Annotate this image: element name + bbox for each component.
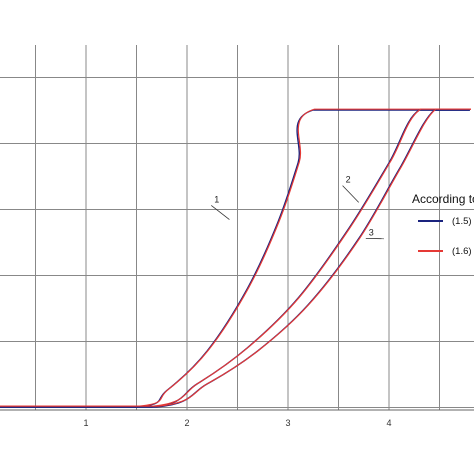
curve-label-1: 1: [214, 194, 219, 204]
legend-entry-1-5: (1.5): [452, 216, 472, 227]
series-layer: [0, 108, 471, 408]
series-1-formula-1-6: [0, 108, 471, 407]
curve-label-leader-2: [342, 185, 359, 203]
x-tick-label: 4: [386, 418, 391, 428]
x-tick-label: 3: [285, 418, 290, 428]
x-tick-label: 2: [184, 418, 189, 428]
curve-label-3: 3: [369, 227, 374, 237]
series-3-formula-1-6: [0, 108, 471, 407]
x-tick-labels: 1 2 3 4: [83, 418, 391, 428]
curve-label-2: 2: [346, 175, 351, 185]
legend-entry-1-6: (1.6): [452, 246, 472, 257]
curve-label-leader-1: [211, 205, 230, 220]
x-tick-label: 1: [83, 418, 88, 428]
series-2-formula-1-6: [0, 108, 471, 407]
series-2-formula-1-5: [0, 109, 470, 408]
curve-labels-layer: 1 2 3: [211, 175, 384, 240]
legend-title: According to: [412, 192, 474, 206]
legend: According to (1.5) (1.6): [412, 192, 474, 257]
series-3-formula-1-5: [0, 109, 470, 408]
series-1-formula-1-5: [0, 109, 470, 408]
grid: [0, 45, 474, 411]
